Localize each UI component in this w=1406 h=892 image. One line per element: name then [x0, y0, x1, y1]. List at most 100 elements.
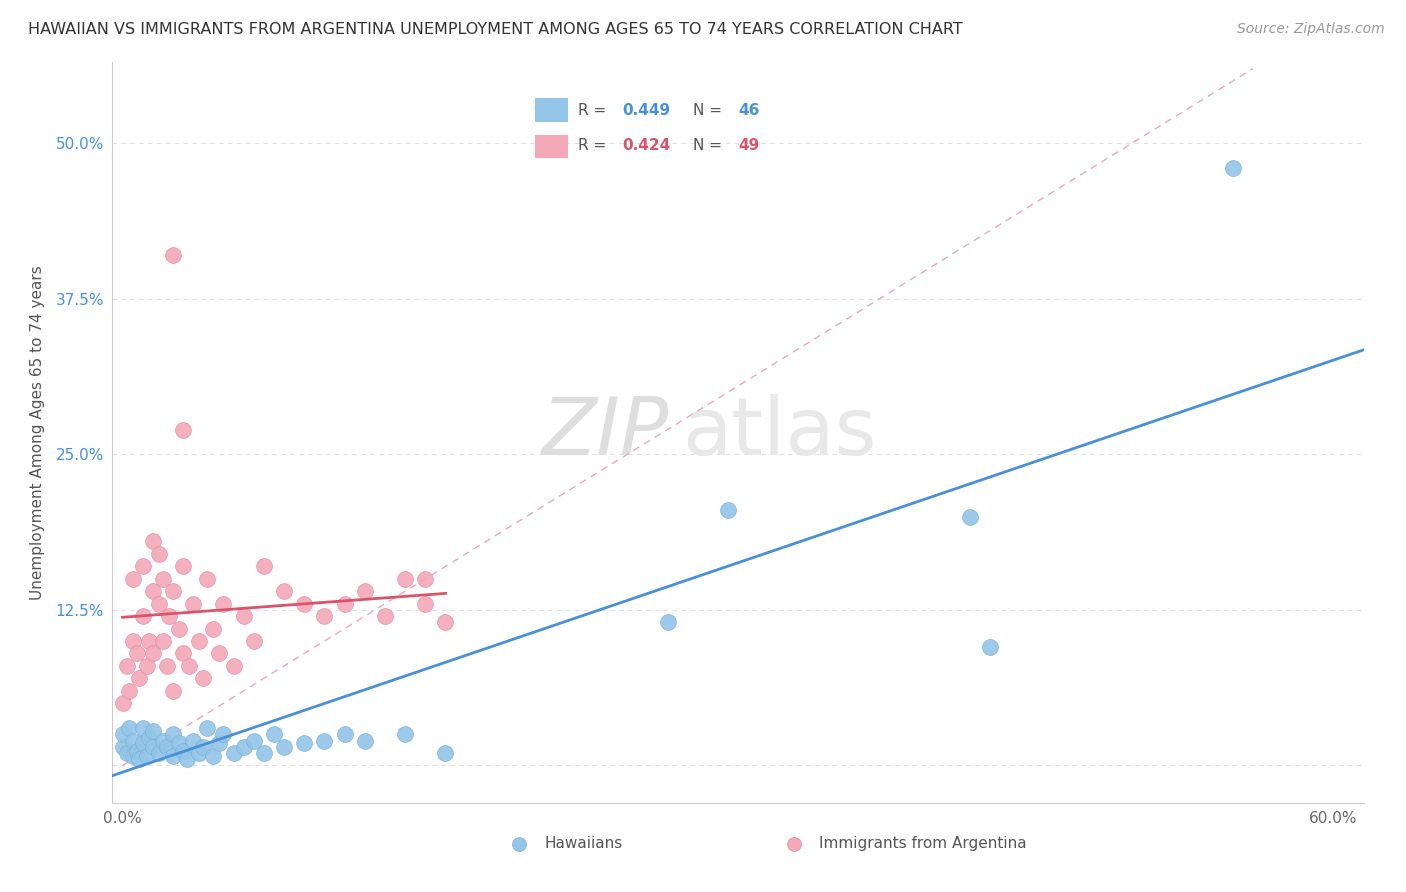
Hawaiians [208, 736, 231, 750]
Hawaiians [142, 739, 165, 754]
Immigrants from Argentina [148, 597, 170, 611]
Text: Hawaiians: Hawaiians [544, 836, 623, 851]
Immigrants from Argentina [142, 584, 165, 599]
Immigrants from Argentina [374, 609, 396, 624]
Hawaiians [152, 733, 174, 747]
Hawaiians [195, 721, 218, 735]
Hawaiians [273, 739, 295, 754]
Immigrants from Argentina [132, 609, 155, 624]
Immigrants from Argentina [434, 615, 457, 630]
Immigrants from Argentina [162, 683, 184, 698]
Hawaiians [162, 727, 184, 741]
Text: atlas: atlas [682, 393, 876, 472]
Hawaiians [176, 752, 198, 766]
Hawaiians [167, 736, 190, 750]
Immigrants from Argentina [188, 634, 211, 648]
Immigrants from Argentina [138, 634, 160, 648]
Immigrants from Argentina [202, 622, 225, 636]
Immigrants from Argentina [152, 572, 174, 586]
Text: HAWAIIAN VS IMMIGRANTS FROM ARGENTINA UNEMPLOYMENT AMONG AGES 65 TO 74 YEARS COR: HAWAIIAN VS IMMIGRANTS FROM ARGENTINA UN… [28, 22, 963, 37]
Immigrants from Argentina [121, 572, 143, 586]
Hawaiians [188, 746, 211, 760]
Immigrants from Argentina [212, 597, 235, 611]
Hawaiians [148, 746, 170, 760]
Hawaiians [138, 731, 160, 745]
Immigrants from Argentina [128, 672, 150, 686]
Hawaiians [717, 503, 740, 517]
Immigrants from Argentina [172, 559, 194, 574]
Hawaiians [222, 746, 245, 760]
Hawaiians [253, 746, 276, 760]
Hawaiians [979, 640, 1001, 655]
Hawaiians [232, 739, 254, 754]
Immigrants from Argentina [111, 696, 134, 710]
Immigrants from Argentina [162, 584, 184, 599]
Immigrants from Argentina [156, 659, 179, 673]
Hawaiians [156, 739, 179, 754]
Immigrants from Argentina [195, 572, 218, 586]
Hawaiians [132, 721, 155, 735]
Immigrants from Argentina [167, 622, 190, 636]
Immigrants from Argentina [142, 647, 165, 661]
Hawaiians [314, 733, 336, 747]
Hawaiians [242, 733, 264, 747]
Immigrants from Argentina [222, 659, 245, 673]
Hawaiians [181, 733, 204, 747]
Immigrants from Argentina [232, 609, 254, 624]
Immigrants from Argentina [117, 683, 139, 698]
Immigrants from Argentina [148, 547, 170, 561]
Immigrants from Argentina [413, 572, 436, 586]
Immigrants from Argentina [152, 634, 174, 648]
Point [768, 827, 790, 841]
Hawaiians [353, 733, 375, 747]
Hawaiians [111, 739, 134, 754]
Immigrants from Argentina [273, 584, 295, 599]
Hawaiians [142, 723, 165, 738]
Hawaiians [394, 727, 416, 741]
Hawaiians [128, 752, 150, 766]
Immigrants from Argentina [333, 597, 356, 611]
Immigrants from Argentina [115, 659, 138, 673]
Immigrants from Argentina [121, 634, 143, 648]
Hawaiians [162, 748, 184, 763]
Immigrants from Argentina [353, 584, 375, 599]
Hawaiians [115, 746, 138, 760]
Hawaiians [121, 733, 143, 747]
Immigrants from Argentina [142, 534, 165, 549]
Hawaiians [959, 509, 981, 524]
Hawaiians [657, 615, 679, 630]
Hawaiians [202, 748, 225, 763]
Hawaiians [292, 736, 315, 750]
Immigrants from Argentina [394, 572, 416, 586]
Hawaiians [263, 727, 285, 741]
Immigrants from Argentina [181, 597, 204, 611]
Hawaiians [111, 727, 134, 741]
Hawaiians [172, 743, 194, 757]
Hawaiians [212, 727, 235, 741]
Immigrants from Argentina [162, 248, 184, 262]
Immigrants from Argentina [179, 659, 201, 673]
Immigrants from Argentina [292, 597, 315, 611]
Hawaiians [333, 727, 356, 741]
Hawaiians [434, 746, 457, 760]
Immigrants from Argentina [172, 647, 194, 661]
Point [1212, 827, 1234, 841]
Immigrants from Argentina [157, 609, 180, 624]
Hawaiians [121, 748, 143, 763]
Immigrants from Argentina [132, 559, 155, 574]
Immigrants from Argentina [242, 634, 264, 648]
Immigrants from Argentina [193, 672, 215, 686]
Immigrants from Argentina [314, 609, 336, 624]
Hawaiians [193, 739, 215, 754]
Text: Immigrants from Argentina: Immigrants from Argentina [820, 836, 1028, 851]
Y-axis label: Unemployment Among Ages 65 to 74 years: Unemployment Among Ages 65 to 74 years [30, 265, 45, 600]
Immigrants from Argentina [135, 659, 157, 673]
Hawaiians [117, 721, 139, 735]
Immigrants from Argentina [413, 597, 436, 611]
Immigrants from Argentina [125, 647, 148, 661]
Hawaiians [1222, 161, 1244, 176]
Immigrants from Argentina [172, 423, 194, 437]
Text: Source: ZipAtlas.com: Source: ZipAtlas.com [1237, 22, 1385, 37]
Hawaiians [125, 743, 148, 757]
Hawaiians [132, 736, 155, 750]
